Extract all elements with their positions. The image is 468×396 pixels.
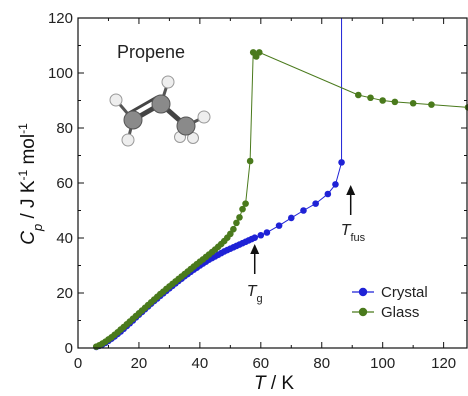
- tg-annotation: Tg: [247, 244, 263, 305]
- y-tick-label: 40: [56, 230, 73, 247]
- crystal-point: [332, 181, 339, 188]
- legend-glass-marker: [358, 307, 368, 317]
- glass-point: [227, 230, 234, 238]
- crystal-point: [251, 234, 259, 242]
- x-tick-label: 120: [431, 355, 456, 372]
- legend: Crystal Glass: [352, 284, 428, 321]
- axis-tick-labels: 0 20 40 60 80 100 120 0 20 40 60 80 100 120: [48, 10, 456, 372]
- legend-crystal-marker: [358, 287, 368, 297]
- x-tick-label: 100: [370, 355, 395, 372]
- crystal-point: [263, 229, 271, 236]
- y-tick-label: 0: [65, 340, 73, 357]
- glass-point: [391, 98, 399, 106]
- tfus-annotation: Tfus: [341, 185, 366, 244]
- crystal-point: [257, 231, 265, 239]
- x-axis-title: T / K: [254, 373, 294, 394]
- glass-point: [255, 49, 263, 56]
- crystal-point: [338, 159, 345, 166]
- y-tick-label: 120: [48, 10, 73, 27]
- tfus-label: Tfus: [341, 222, 366, 244]
- x-tick-label: 20: [131, 355, 148, 372]
- legend-crystal-label: Crystal: [381, 284, 428, 301]
- y-tick-label: 100: [48, 65, 73, 82]
- crystal-point: [312, 200, 319, 207]
- glass-point: [230, 225, 237, 233]
- crystal-point: [287, 214, 295, 222]
- glass-point: [236, 214, 243, 221]
- crystal-point: [275, 222, 283, 229]
- x-tick-label: 40: [192, 355, 209, 372]
- y-tick-label: 20: [56, 285, 73, 302]
- glass-point: [246, 157, 254, 165]
- tg-label: Tg: [247, 283, 263, 305]
- glass-point: [242, 200, 249, 207]
- x-tick-label: 0: [74, 355, 82, 372]
- molecule-title: Propene: [117, 42, 185, 62]
- y-axis-title: Cp / J K-1 mol-1: [16, 123, 45, 245]
- plot-frame: [77, 17, 468, 349]
- y-tick-label: 60: [56, 175, 73, 192]
- y-tick-label: 80: [56, 120, 73, 137]
- glass-point: [239, 205, 246, 213]
- glass-point: [355, 91, 362, 99]
- glass-point: [409, 99, 417, 107]
- x-tick-label: 60: [252, 355, 269, 372]
- glass-point: [367, 94, 374, 102]
- glass-point: [428, 101, 435, 108]
- glass-point: [379, 97, 386, 104]
- crystal-point: [324, 190, 332, 198]
- crystal-point: [300, 207, 307, 214]
- propene-molecule-illustration: [109, 75, 211, 147]
- legend-glass-label: Glass: [381, 304, 419, 321]
- glass-point: [233, 219, 240, 227]
- x-tick-label: 80: [313, 355, 330, 372]
